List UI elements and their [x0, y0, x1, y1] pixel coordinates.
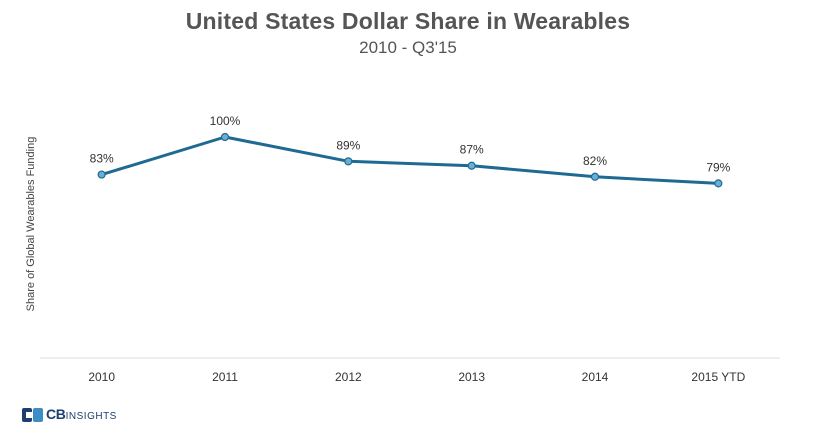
- data-label: 87%: [460, 143, 484, 157]
- data-point: [220, 132, 230, 142]
- logo-bold-text: CB: [46, 406, 66, 422]
- data-point: [590, 172, 600, 181]
- data-point: [97, 170, 106, 179]
- x-tick-label: 2010: [88, 370, 115, 384]
- x-tick-label: 2014: [582, 370, 609, 384]
- data-point: [344, 157, 353, 166]
- y-axis-label: Share of Global Wearables Funding: [25, 137, 37, 312]
- cb-insights-logo: CBINSIGHTS: [22, 404, 162, 426]
- data-point: [467, 161, 476, 170]
- cb-insights-wordmark: CBINSIGHTS: [46, 406, 117, 422]
- data-label: 89%: [336, 138, 360, 152]
- data-label: 82%: [583, 154, 607, 168]
- logo-light-text: INSIGHTS: [65, 411, 117, 422]
- chart-title: United States Dollar Share in Wearables: [185, 8, 631, 34]
- data-label: 79%: [706, 160, 730, 174]
- x-tick-label: 2011: [212, 370, 238, 384]
- data-label: 100%: [210, 114, 241, 128]
- data-point: [714, 179, 723, 188]
- cb-insights-logo-icon: [22, 408, 43, 422]
- chart-subtitle: 2010 - Q3'15: [359, 38, 457, 57]
- x-tick-label: 2015 YTD: [691, 370, 745, 384]
- data-label: 83%: [90, 152, 114, 166]
- series-line: [101, 135, 719, 185]
- x-tick-label: 2012: [335, 370, 362, 384]
- x-tick-label: 2013: [458, 370, 485, 384]
- plot-area: Share of Global Wearables Funding 2010 201…: [25, 114, 780, 384]
